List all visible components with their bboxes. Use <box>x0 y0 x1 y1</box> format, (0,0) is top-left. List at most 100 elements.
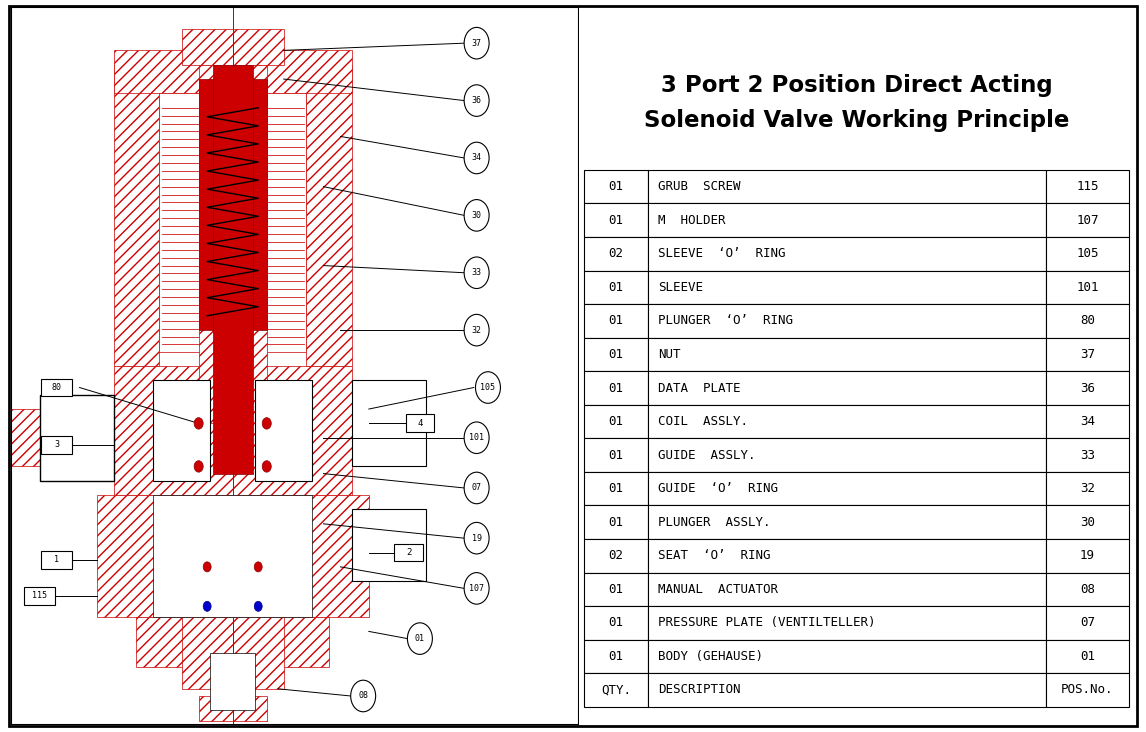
Text: 32: 32 <box>472 326 481 335</box>
Text: 01: 01 <box>609 415 623 428</box>
Text: 30: 30 <box>1080 516 1094 529</box>
Text: 19: 19 <box>1080 549 1094 562</box>
Bar <box>256 381 312 481</box>
Bar <box>649 203 1045 237</box>
Bar <box>181 617 284 689</box>
Circle shape <box>262 460 272 472</box>
Text: PRESSURE PLATE (VENTILTELLER): PRESSURE PLATE (VENTILTELLER) <box>658 616 876 630</box>
Bar <box>584 505 649 539</box>
Circle shape <box>203 562 211 572</box>
Bar <box>649 170 1045 203</box>
Bar <box>154 381 210 481</box>
Bar <box>1045 505 1129 539</box>
Text: 3: 3 <box>54 441 60 449</box>
Circle shape <box>464 314 489 346</box>
Bar <box>584 640 649 673</box>
Text: BODY (GEHAUSE): BODY (GEHAUSE) <box>658 650 763 663</box>
Text: 01: 01 <box>609 482 623 495</box>
Bar <box>649 673 1045 707</box>
Bar <box>352 509 425 581</box>
Text: 107: 107 <box>469 584 484 593</box>
Text: 01: 01 <box>609 180 623 193</box>
Text: SLEEVE: SLEEVE <box>658 281 704 294</box>
Text: 19: 19 <box>472 534 481 542</box>
Bar <box>273 617 329 668</box>
Bar <box>41 550 72 569</box>
Bar <box>584 472 649 505</box>
Circle shape <box>464 142 489 173</box>
Text: 01: 01 <box>609 348 623 361</box>
Circle shape <box>351 680 376 712</box>
Text: 01: 01 <box>609 381 623 395</box>
Bar <box>96 495 369 617</box>
Bar <box>1045 203 1129 237</box>
Bar <box>584 572 649 606</box>
Bar <box>198 696 267 721</box>
Bar <box>1045 572 1129 606</box>
Circle shape <box>464 85 489 116</box>
Bar <box>154 495 312 617</box>
Circle shape <box>194 460 203 472</box>
Bar <box>649 472 1045 505</box>
Text: 2: 2 <box>406 548 411 557</box>
Bar <box>198 79 267 330</box>
Text: 01: 01 <box>609 583 623 596</box>
Text: 01: 01 <box>609 650 623 663</box>
Bar <box>113 366 352 495</box>
Bar <box>584 539 649 572</box>
Circle shape <box>464 27 489 59</box>
Circle shape <box>262 418 272 429</box>
Bar <box>584 304 649 337</box>
Bar <box>649 505 1045 539</box>
Bar <box>584 271 649 304</box>
Bar <box>584 170 649 203</box>
Text: 07: 07 <box>1080 616 1094 630</box>
Text: 30: 30 <box>472 211 481 220</box>
Text: COIL  ASSLY.: COIL ASSLY. <box>658 415 748 428</box>
Text: 32: 32 <box>1080 482 1094 495</box>
Text: GUIDE  ‘O’  RING: GUIDE ‘O’ RING <box>658 482 778 495</box>
Text: 115: 115 <box>1076 180 1099 193</box>
Bar <box>1045 673 1129 707</box>
Bar <box>24 586 55 605</box>
Text: DESCRIPTION: DESCRIPTION <box>658 684 740 696</box>
Bar <box>584 371 649 405</box>
Text: 01: 01 <box>609 516 623 529</box>
Text: NUT: NUT <box>658 348 681 361</box>
Bar <box>584 673 649 707</box>
Text: 80: 80 <box>1080 315 1094 327</box>
Text: QTY.: QTY. <box>602 684 631 696</box>
Bar <box>584 606 649 640</box>
Circle shape <box>254 562 262 572</box>
Text: 33: 33 <box>472 268 481 277</box>
Bar <box>1045 606 1129 640</box>
Text: Solenoid Valve Working Principle: Solenoid Valve Working Principle <box>644 109 1069 132</box>
Text: 01: 01 <box>609 281 623 294</box>
Bar <box>306 64 352 366</box>
Circle shape <box>194 418 203 429</box>
Text: 36: 36 <box>1080 381 1094 395</box>
Text: 02: 02 <box>609 549 623 562</box>
Bar <box>649 371 1045 405</box>
Text: 1: 1 <box>54 555 60 564</box>
Circle shape <box>464 523 489 554</box>
Text: 01: 01 <box>609 214 623 227</box>
Text: 02: 02 <box>609 247 623 261</box>
Text: SEAT  ‘O’  RING: SEAT ‘O’ RING <box>658 549 771 562</box>
Text: 08: 08 <box>359 692 368 701</box>
Bar <box>649 438 1045 472</box>
Text: 105: 105 <box>1076 247 1099 261</box>
Circle shape <box>464 200 489 231</box>
Bar <box>159 94 306 351</box>
Bar <box>213 64 252 474</box>
Circle shape <box>464 257 489 288</box>
Bar <box>649 572 1045 606</box>
Bar <box>649 271 1045 304</box>
Bar <box>198 64 219 423</box>
Bar <box>649 640 1045 673</box>
Text: 105: 105 <box>480 383 495 392</box>
Text: MANUAL  ACTUATOR: MANUAL ACTUATOR <box>658 583 778 596</box>
Text: 01: 01 <box>609 449 623 462</box>
Bar <box>1045 640 1129 673</box>
Bar <box>1045 371 1129 405</box>
